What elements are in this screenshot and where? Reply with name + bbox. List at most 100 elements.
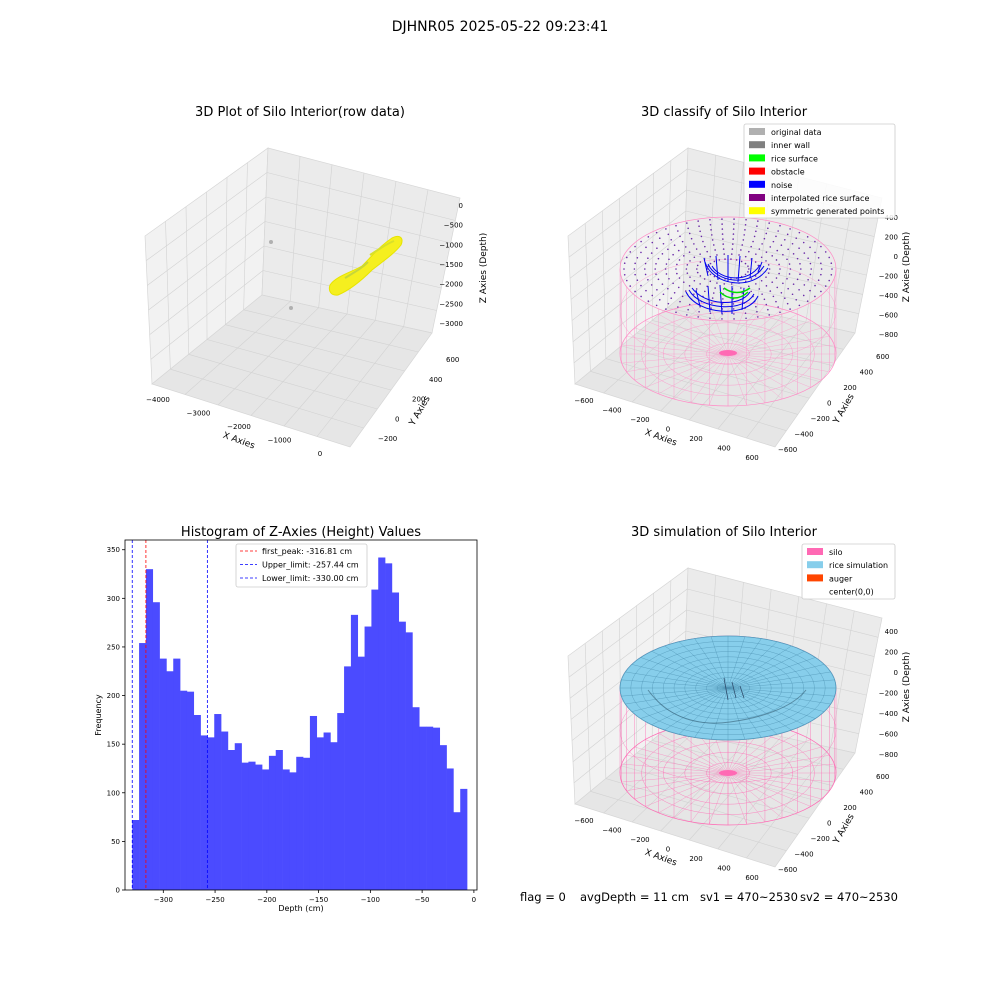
histogram-bar [275,750,283,890]
histogram-bar [303,757,311,890]
histogram-legend: first_peak: -316.81 cm Upper_limit: -257.… [235,543,368,588]
histogram-legend-label: Lower_limit: -330.00 cm [262,574,359,583]
raw-outlier-point [289,306,293,310]
sim-ytick-label: −600 [778,866,797,874]
raw-ztick-label: −2000 [439,281,463,289]
histogram-bar [159,658,167,890]
histogram-bar [207,737,215,890]
classify-silo-wireframe [619,216,837,407]
raw-xtick-label: −2000 [227,423,251,431]
histogram-y-tick-label: 100 [107,789,120,797]
histogram-bar [248,761,256,890]
sim-xtick-label: 600 [745,874,758,882]
raw-plot-title: 3D Plot of Silo Interior(row data) [195,105,405,120]
histogram-bar [193,715,201,890]
classify-ztick-label: −400 [879,292,898,300]
classify-x-ticks: −600 −400 −200 0 200 400 600 [574,397,758,462]
histogram-bar [214,714,222,890]
histogram-y-ticks: 0 50 100 150 200 250 300 350 [107,546,125,895]
histogram-bar [323,732,331,890]
histogram-bar [221,731,229,890]
histogram-x-tick-label: −50 [415,896,430,904]
histogram-bar [446,768,454,890]
histogram-bar [364,626,372,890]
sim-ytick-label: 200 [843,804,856,812]
histogram-bar [419,726,427,890]
classify-plot-title: 3D classify of Silo Interior [641,105,808,120]
classify-rice-surface-points [719,287,751,299]
histogram-bar [262,769,270,890]
sim-xtick-label: −200 [630,836,649,844]
histogram-bar [180,690,188,890]
histogram-x-tick-label: −250 [205,896,224,904]
sim-xtick-label: −600 [574,817,593,825]
status-sv1: sv1 = 470~2530 [700,890,798,904]
histogram-x-tick-label: −150 [309,896,328,904]
histogram-bar [282,769,290,890]
histogram-bar [357,656,365,890]
simulation-legend-label: center(0,0) [829,588,874,597]
histogram-y-tick-label: 200 [107,692,120,700]
histogram-bar [255,764,263,890]
simulation-legend-label: auger [829,574,853,583]
raw-z-ticks: 0 −500 −1000 −1500 −2000 −2500 −3000 [439,202,463,328]
classify-ztick-label: −800 [879,331,898,339]
classify-ztick-label: 200 [885,234,898,242]
histogram-bars [132,557,468,890]
histogram-bar [432,727,441,890]
classify-xtick-label: 400 [717,445,730,453]
simulation-auger [723,677,745,701]
status-line: flag = 0 avgDepth = 11 cm sv1 = 470~2530… [520,890,898,904]
classify-ytick-label: 0 [827,400,831,408]
sim-ytick-label: −400 [794,851,813,859]
histogram-x-tick-label: 0 [472,896,476,904]
classify-ytick-label: 400 [860,369,873,377]
raw-grid [145,156,456,437]
raw-outlier-point [269,240,273,244]
sim-ztick-label: 0 [894,669,898,677]
histogram-title: Histogram of Z-Axies (Height) Values [181,525,421,540]
classify-y-axis-label: Y Axies [831,392,857,426]
histogram-bar [330,742,338,890]
histogram-bar [186,691,195,890]
classify-legend-swatch [749,194,765,201]
raw-x-ticks: −4000 −3000 −2000 −1000 0 [146,396,322,458]
raw-data-3d-plot: 3D Plot of Silo Interior(row data) −4000… [144,105,489,458]
sim-xtick-label: 0 [666,846,670,854]
classify-ztick-label: −600 [879,312,898,320]
status-sv2: sv2 = 470~2530 [800,890,898,904]
raw-x-axis-label: X Axies [221,431,256,452]
classify-legend-label: obstacle [771,168,805,177]
histogram-y-tick-label: 300 [107,595,120,603]
classify-ytick-label: 200 [843,384,856,392]
classify-legend-frame [743,123,896,219]
raw-xtick-label: 0 [318,450,322,458]
classify-legend: original data inner wall rice surface obsta… [743,123,896,219]
classify-ztick-label: −200 [879,273,898,281]
histogram-plot: Histogram of Z-Axies (Height) Values −30… [94,525,478,913]
histogram-y-tick-label: 350 [107,546,120,554]
simulation-x-ticks: −600 −400 −200 0 200 400 600 [574,817,758,882]
raw-ytick-label: 0 [395,415,399,423]
histogram-bar [350,614,359,890]
histogram-x-tick-label: −300 [154,896,173,904]
classify-legend-swatch [749,167,765,175]
rice-surface-depression [647,689,807,724]
raw-z-axis-label: Z Axies (Depth) [479,233,489,304]
raw-point-cluster [328,235,403,296]
raw-ytick-label: −200 [378,435,397,443]
histogram-bar [241,762,249,890]
classify-ytick-label: −600 [778,446,797,454]
raw-ztick-label: −2500 [439,300,463,308]
histogram-x-axis-label: Depth (cm) [278,904,323,913]
histogram-bar [412,707,420,890]
histogram-bar [337,713,345,890]
classify-ytick-label: −400 [794,431,813,439]
histogram-bar [391,592,400,890]
classify-ytick-label: −200 [811,415,830,423]
classify-xtick-label: 0 [666,426,670,434]
raw-ztick-label: −1000 [439,241,463,249]
